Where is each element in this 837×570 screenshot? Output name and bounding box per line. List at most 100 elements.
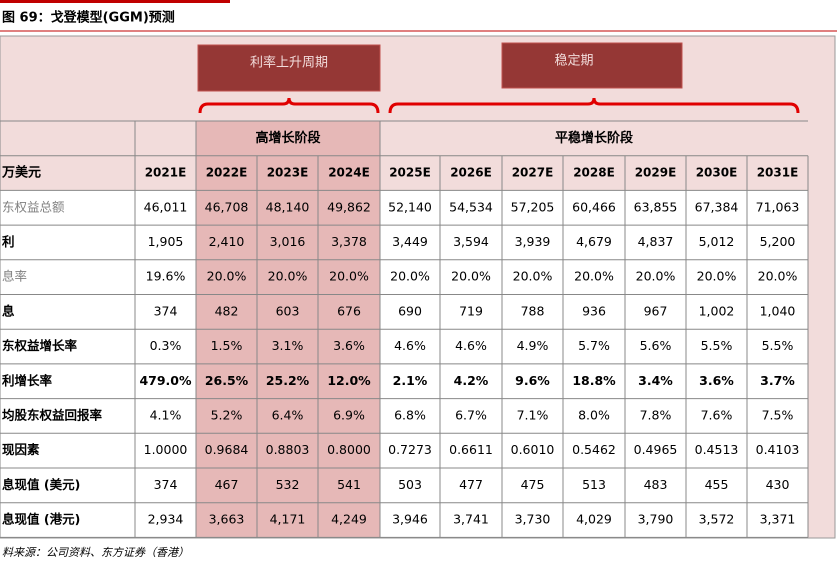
cell: 455 xyxy=(705,477,729,492)
cell: 20.0% xyxy=(636,269,676,284)
cell: 0.8803 xyxy=(266,442,310,457)
cell: 67,384 xyxy=(695,199,739,214)
cell: 3,663 xyxy=(209,512,245,527)
cell: 4,171 xyxy=(270,512,306,527)
cell: 6.9% xyxy=(333,407,365,422)
cell: 7.1% xyxy=(517,407,549,422)
year: 2024E xyxy=(328,166,370,180)
cell: 3,939 xyxy=(515,234,551,249)
year: 2021E xyxy=(145,166,187,180)
cell: 7.6% xyxy=(701,407,733,422)
cell: 7.5% xyxy=(762,407,794,422)
cell: 26.5% xyxy=(205,373,249,388)
cell: 1,002 xyxy=(699,303,735,318)
cell: 5.5% xyxy=(762,338,794,353)
year: 2027E xyxy=(512,166,554,180)
cell: 967 xyxy=(644,303,668,318)
cell: 374 xyxy=(154,303,178,318)
cell: 0.4965 xyxy=(634,442,678,457)
cell: 3,946 xyxy=(392,512,428,527)
cell: 541 xyxy=(337,477,361,492)
cell: 7.8% xyxy=(640,407,672,422)
row-label: 东权益总额 xyxy=(2,199,65,214)
brace xyxy=(388,97,800,114)
cell: 467 xyxy=(215,477,239,492)
cell: 5.2% xyxy=(211,407,243,422)
cell: 676 xyxy=(337,303,361,318)
cell: 4.9% xyxy=(517,338,549,353)
cell: 5.7% xyxy=(578,338,610,353)
year: 2031E xyxy=(757,166,799,180)
cell: 49,862 xyxy=(327,199,371,214)
cell: 5.6% xyxy=(640,338,672,353)
cell: 503 xyxy=(398,477,422,492)
cell: 9.6% xyxy=(515,373,550,388)
brace xyxy=(198,97,380,114)
unit-label: 万美元 xyxy=(1,165,41,181)
row-label: 利增长率 xyxy=(2,373,53,388)
cell: 3.6% xyxy=(699,373,734,388)
cell: 3.7% xyxy=(760,373,795,388)
cell: 20.0% xyxy=(329,269,369,284)
row-label: 均股东权益回报率 xyxy=(2,407,103,422)
row-label: 息现值 (美元) xyxy=(2,477,80,492)
row-label: 息现值 (港元) xyxy=(2,512,80,527)
year: 2023E xyxy=(267,166,309,180)
cell: 0.4513 xyxy=(695,442,739,457)
row-label: 息率 xyxy=(2,269,27,284)
cell: 0.7273 xyxy=(388,442,432,457)
cell: 2,410 xyxy=(209,234,245,249)
cell: 48,140 xyxy=(266,199,310,214)
cell: 20.0% xyxy=(513,269,553,284)
cell: 20.0% xyxy=(758,269,798,284)
cell: 20.0% xyxy=(697,269,737,284)
cell: 5.5% xyxy=(701,338,733,353)
cell: 690 xyxy=(398,303,422,318)
top-rule xyxy=(0,0,230,3)
cell: 19.6% xyxy=(146,269,186,284)
cell: 57,205 xyxy=(511,199,555,214)
cell: 3,730 xyxy=(515,512,551,527)
cell: 2.1% xyxy=(393,373,428,388)
banner-box xyxy=(501,42,683,89)
cell: 0.3% xyxy=(150,338,182,353)
cell: 6.8% xyxy=(394,407,426,422)
cell: 8.0% xyxy=(578,407,610,422)
year: 2026E xyxy=(450,166,492,180)
cell: 20.0% xyxy=(390,269,430,284)
cell: 6.4% xyxy=(272,407,304,422)
row-label: 利 xyxy=(2,234,15,249)
cell: 1.0000 xyxy=(144,442,188,457)
year: 2030E xyxy=(696,166,738,180)
cell: 3.4% xyxy=(638,373,673,388)
cell: 532 xyxy=(276,477,300,492)
cell: 5,200 xyxy=(760,234,796,249)
cell: 52,140 xyxy=(388,199,432,214)
banner-box xyxy=(197,44,381,92)
cell: 3,790 xyxy=(638,512,674,527)
year: 2025E xyxy=(389,166,431,180)
phase: 平稳增长阶段 xyxy=(555,130,633,146)
cell: 0.6010 xyxy=(511,442,555,457)
cell: 0.4103 xyxy=(756,442,800,457)
cell: 6.7% xyxy=(455,407,487,422)
cell: 477 xyxy=(459,477,483,492)
cell: 0.9684 xyxy=(205,442,249,457)
cell: 1,040 xyxy=(760,303,796,318)
cell: 3.6% xyxy=(333,338,365,353)
cell: 4,837 xyxy=(638,234,674,249)
cell: 374 xyxy=(154,477,178,492)
year: 2022E xyxy=(206,166,248,180)
cell: 4.6% xyxy=(455,338,487,353)
cell: 3,016 xyxy=(270,234,306,249)
cell: 936 xyxy=(582,303,606,318)
cell: 5,012 xyxy=(699,234,735,249)
banner: 利率上升周期 xyxy=(250,55,328,71)
cell: 18.8% xyxy=(572,373,616,388)
cell: 71,063 xyxy=(756,199,800,214)
cell: 0.6611 xyxy=(449,442,493,457)
cell: 4.2% xyxy=(454,373,489,388)
cell: 46,011 xyxy=(144,199,188,214)
